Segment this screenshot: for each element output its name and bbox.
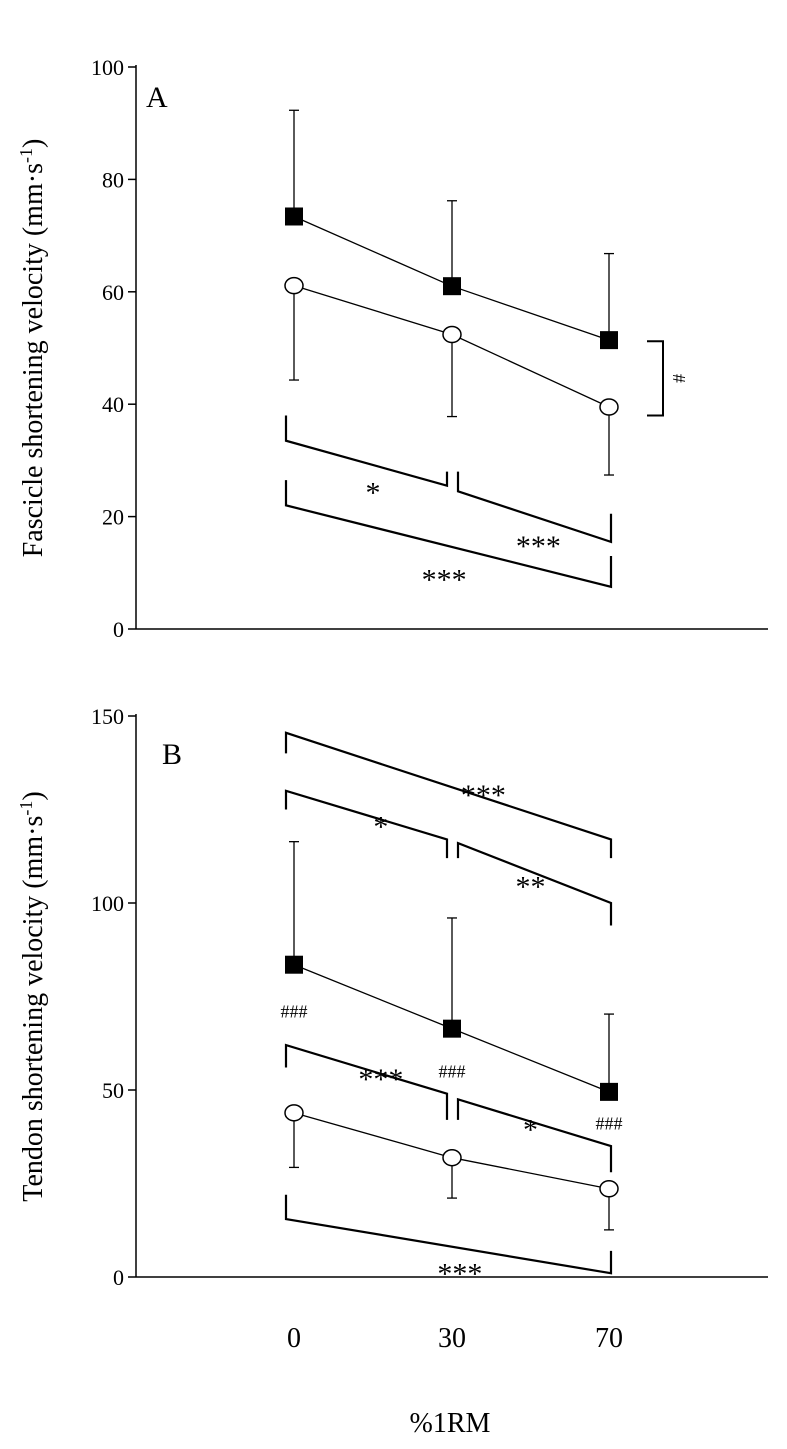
significance-bracket: * [456,1097,613,1173]
data-point-circle [599,1179,619,1198]
significance-label: *** [461,779,506,812]
y-tick-label: 50 [102,1078,124,1103]
bracket-line [456,471,613,544]
y-axis-label: Fascicle shortening velocity (mm·s-1) [16,139,49,558]
data-point-circle [284,1104,304,1122]
y-tick-label: 0 [113,1265,124,1290]
panel-label: B [162,738,182,771]
y-tick-label: 0 [113,617,124,642]
data-point-circle [442,1148,462,1167]
data-point-square [285,207,303,226]
significance-label: * [366,477,381,510]
y-tick-label: 100 [91,891,124,916]
y-tick-label: 60 [102,280,124,305]
panel-a: 0 20 40 60 80 100 Fascicle shortening velocity… [16,55,768,642]
hash-label: ### [439,1061,466,1081]
series-square-filled [285,109,618,350]
significance-label: *** [422,564,467,597]
data-point-circle [284,276,304,295]
panel-label: A [146,81,168,114]
data-point-circle [599,398,619,416]
significance-bracket: * [284,789,449,859]
data-point-square [443,277,461,296]
significance-label: *** [516,530,561,563]
hash-label: ### [281,1001,308,1021]
significance-label: ** [516,870,546,903]
significance-bracket: *** [284,1194,613,1291]
series-circle-open [284,1104,619,1231]
x-tick-label: 0 [287,1323,301,1354]
significance-bracket: *** [284,1043,449,1120]
x-axis-label: %1RM [410,1408,491,1439]
data-point-circle [442,325,462,344]
data-point-square [285,955,303,974]
significance-bracket: * [284,415,449,510]
y-axis-label: Tendon shortening velocity (mm·s-1) [16,791,49,1201]
group-bracket-label: # [669,374,689,383]
panel-b: 0 50 100 150 Tendon shortening velocity (mm·… [16,704,768,1439]
data-point-square [600,1082,618,1101]
x-tick-label: 70 [595,1323,623,1354]
hash-label: ### [596,1114,623,1134]
bracket-line [284,1194,613,1275]
significance-bracket: *** [284,480,613,597]
significance-bracket: ** [456,841,613,926]
significance-label: *** [358,1063,403,1096]
significance-label: *** [437,1258,482,1291]
data-point-square [443,1019,461,1038]
significance-bracket: *** [284,731,613,859]
bracket-line [284,415,449,488]
bracket-line [456,1097,613,1173]
significance-label: * [523,1114,538,1147]
bracket-line [284,480,613,589]
y-tick-label: 80 [102,167,124,192]
y-tick-label: 100 [91,55,124,80]
y-tick-label: 40 [102,392,124,417]
series-square-filled [285,841,618,1101]
y-tick-label: 150 [91,704,124,729]
series-circle-open [284,276,619,476]
significance-label: * [373,811,388,844]
bracket-line [284,789,449,859]
bracket-line [284,1043,449,1120]
group-bracket [647,340,664,417]
data-point-square [600,331,618,350]
significance-bracket: *** [456,471,613,563]
bracket-line [284,731,613,859]
y-tick-label: 20 [102,505,124,530]
x-tick-label: 30 [438,1323,466,1354]
bracket-line [456,841,613,926]
